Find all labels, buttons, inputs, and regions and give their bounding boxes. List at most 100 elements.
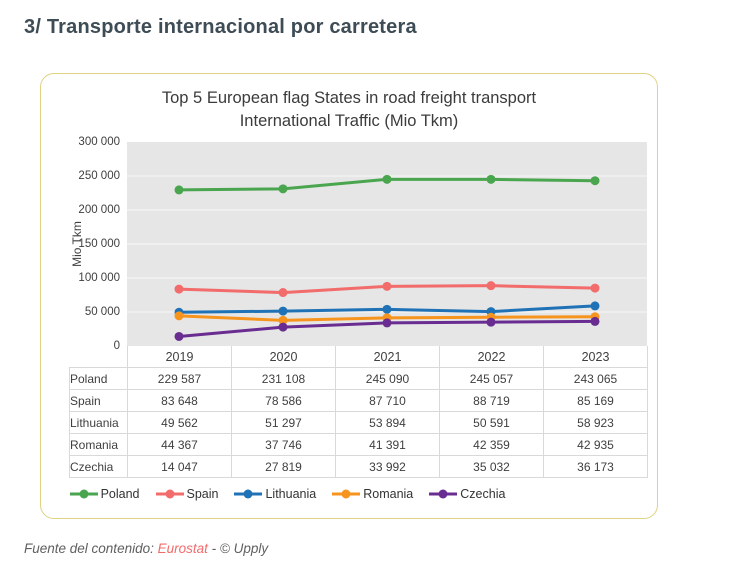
plot-area (127, 141, 647, 346)
data-point-marker (382, 281, 392, 291)
row-label-cell: Lithuania (69, 411, 128, 435)
table-row: Poland 229 587 231 108 245 090 245 057 243 06… (69, 367, 648, 391)
chart-title: Top 5 European flag States in road freig… (41, 87, 657, 134)
data-point-marker (174, 185, 184, 195)
legend: Poland Spain Lithuania Romania Czechia (41, 487, 595, 502)
row-label-cell: Romania (69, 433, 128, 457)
data-point-marker (278, 287, 288, 297)
table-row: Spain 83 648 78 586 87 710 88 719 85 169 (69, 389, 648, 413)
table-row: Lithuania 49 562 51 297 53 894 50 591 58 923 (69, 411, 648, 435)
table-header-year: 2019 (127, 345, 232, 368)
value-cell: 33 992 (335, 455, 440, 479)
value-cell: 37 746 (231, 433, 336, 457)
legend-marker-icon (429, 489, 458, 499)
value-cell: 58 923 (543, 411, 648, 435)
value-cell: 35 032 (439, 455, 544, 479)
y-axis-tick-label: 200 000 (78, 203, 120, 216)
legend-item-label: Poland (100, 487, 140, 502)
row-label-cell: Spain (69, 389, 128, 413)
table-header-year: 2021 (335, 345, 440, 368)
series-spain (174, 281, 600, 297)
row-label-cell: Czechia (69, 455, 128, 479)
legend-item-poland: Poland (69, 487, 140, 501)
legend-item-label: Romania (363, 487, 414, 502)
value-cell: 49 562 (127, 411, 232, 435)
row-label-cell: Poland (69, 367, 128, 391)
data-point-marker (174, 284, 184, 294)
source-suffix: - © Upply (211, 541, 269, 556)
legend-dot (341, 489, 351, 499)
value-cell: 36 173 (543, 455, 648, 479)
chart-title-line1: Top 5 European flag States in road freig… (161, 89, 537, 107)
value-cell: 231 108 (231, 367, 336, 391)
table-header-year: 2023 (543, 345, 648, 368)
legend-dot (79, 489, 89, 499)
legend-item-czechia: Czechia (428, 487, 505, 501)
y-axis-tick-label: 150 000 (78, 237, 120, 250)
table-row: Czechia 14 047 27 819 33 992 35 032 36 173 (69, 455, 648, 479)
value-cell: 243 065 (543, 367, 648, 391)
table-header-year: 2020 (231, 345, 336, 368)
legend-marker-icon (155, 489, 184, 499)
value-cell: 245 057 (439, 367, 544, 391)
data-point-marker (278, 315, 288, 325)
legend-item-label: Spain (186, 487, 219, 502)
data-point-marker (382, 318, 392, 328)
value-cell: 88 719 (439, 389, 544, 413)
data-point-marker (590, 176, 600, 186)
data-point-marker (486, 174, 496, 184)
y-axis-tick-label: 0 (113, 339, 120, 352)
table-row: Romania 44 367 37 746 41 391 42 359 42 935 (69, 433, 648, 457)
value-cell: 50 591 (439, 411, 544, 435)
legend-item-spain: Spain (155, 487, 219, 502)
data-point-marker (590, 301, 600, 311)
legend-marker-icon (69, 489, 98, 499)
data-table: 2019 2020 2021 2022 2023 Poland 229 587 231 10… (69, 345, 648, 479)
table-header: 2019 2020 2021 2022 2023 (70, 345, 648, 368)
legend-dot (165, 489, 174, 499)
legend-dot (438, 489, 448, 499)
legend-dot (243, 489, 253, 499)
data-point-marker (382, 174, 392, 184)
value-cell: 53 894 (335, 411, 440, 435)
data-point-marker (278, 184, 288, 194)
y-axis-tick-label: 50 000 (84, 305, 120, 318)
legend-marker-icon (234, 489, 263, 499)
eurostat-link[interactable]: Eurostat (157, 541, 208, 556)
data-point-marker (174, 331, 184, 341)
y-axis-tick-label: 300 000 (78, 135, 120, 148)
source-prefix: Fuente del contenido: (24, 541, 154, 556)
value-cell: 14 047 (127, 455, 232, 479)
value-cell: 83 648 (127, 389, 232, 413)
data-point-marker (174, 311, 184, 321)
chart-title-line2: International Traffic (Mio Tkm) (239, 112, 459, 131)
y-axis-ticks: 0 50 000 100 000 150 000 200 000 250 000 300 0… (78, 136, 127, 352)
chart-area: Mio Tkm 0 50 000 100 000 150 000 200 000 250 … (69, 136, 657, 352)
value-cell: 51 297 (231, 411, 336, 435)
value-cell: 41 391 (335, 433, 440, 457)
series-czechia (174, 316, 600, 341)
value-cell: 44 367 (127, 433, 232, 457)
legend-item-label: Czechia (460, 487, 506, 502)
source-line: Fuente del contenido: Eurostat - © Upply (24, 541, 268, 556)
y-axis-tick-label: 100 000 (78, 271, 120, 284)
data-point-marker (382, 304, 392, 314)
data-point-marker (278, 306, 288, 316)
data-point-marker (486, 317, 496, 327)
data-point-marker (590, 283, 600, 293)
data-point-marker (278, 322, 288, 332)
chart-card: Top 5 European flag States in road freig… (40, 73, 658, 519)
legend-item-lithuania: Lithuania (233, 487, 316, 501)
value-cell: 85 169 (543, 389, 648, 413)
legend-item-romania: Romania (331, 487, 413, 501)
page-heading: 3/ Transporte internacional por carreter… (24, 16, 417, 38)
y-axis-tick-label: 250 000 (78, 169, 120, 182)
value-cell: 87 710 (335, 389, 440, 413)
series-poland (174, 174, 600, 195)
value-cell: 27 819 (231, 455, 336, 479)
legend-item-label: Lithuania (265, 487, 317, 502)
data-point-marker (590, 316, 600, 326)
value-cell: 245 090 (335, 367, 440, 391)
plot-svg (127, 141, 647, 346)
value-cell: 229 587 (127, 367, 232, 391)
